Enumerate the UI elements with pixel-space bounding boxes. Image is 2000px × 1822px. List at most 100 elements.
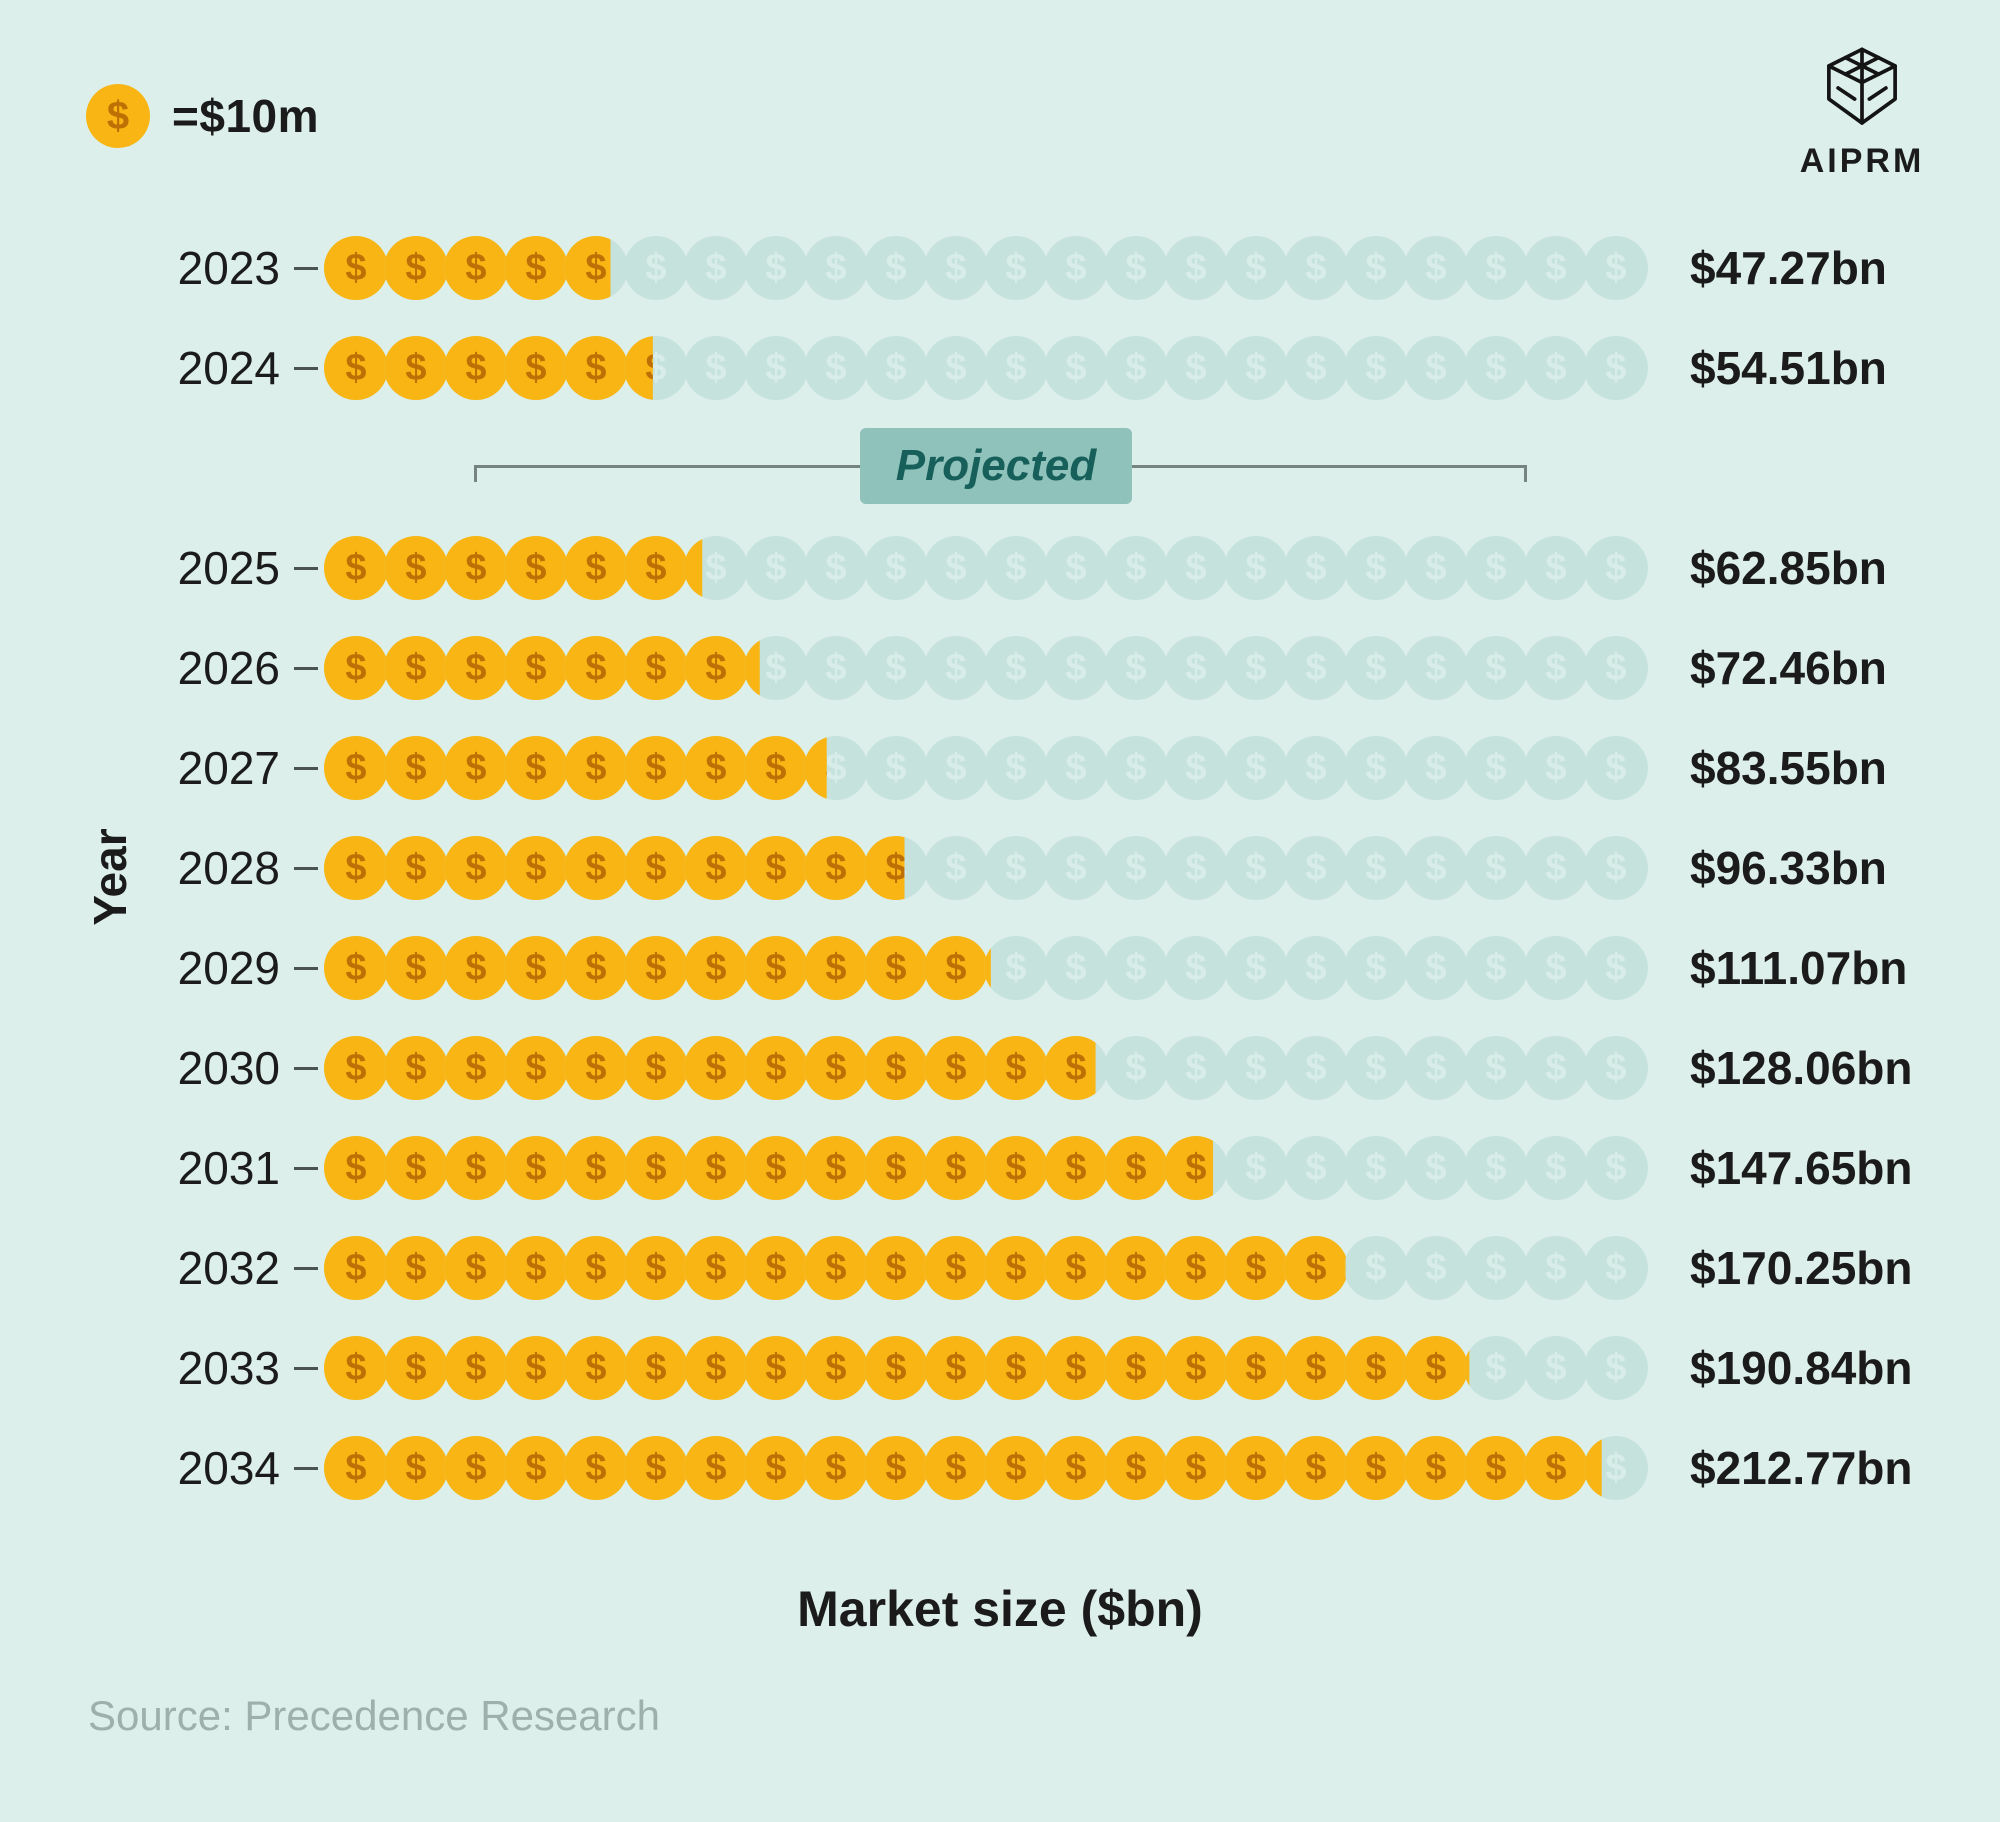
coin-icon: $$ bbox=[384, 636, 448, 700]
coin-icon: $$ bbox=[324, 1236, 388, 1300]
coin-icon-faded: $ bbox=[1524, 236, 1588, 300]
axis-tick bbox=[294, 1366, 318, 1370]
coin-icon: $$ bbox=[1344, 1336, 1408, 1400]
coin-icon-faded: $ bbox=[1464, 1236, 1528, 1300]
coin-icon: $$ bbox=[384, 1336, 448, 1400]
coin-icon-faded: $ bbox=[1584, 1236, 1648, 1300]
coin-icon: $$ bbox=[864, 836, 928, 900]
coin-icon: $$ bbox=[624, 336, 688, 400]
coin-icon: $$ bbox=[684, 1436, 748, 1500]
value-label: $83.55bn bbox=[1690, 742, 1887, 794]
coin-icon: $$ bbox=[1104, 1136, 1168, 1200]
coin-icon-faded: $ bbox=[1104, 236, 1168, 300]
coin-icon-faded: $ bbox=[1524, 736, 1588, 800]
axis-tick bbox=[294, 866, 318, 870]
coin-icon-faded: $ bbox=[984, 536, 1048, 600]
value-label: $170.25bn bbox=[1690, 1242, 1913, 1294]
coin-icon-faded: $ bbox=[1584, 736, 1648, 800]
coin-icon-faded: $ bbox=[1104, 536, 1168, 600]
coin-row: $$$$$$$$$$$$$$$$$$$$$$$$$$$$$$$$$$$$$ bbox=[324, 1136, 1648, 1200]
coin-icon: $$ bbox=[924, 936, 988, 1000]
coin-icon: $$ bbox=[624, 1236, 688, 1300]
coin-icon: $$ bbox=[1224, 1336, 1288, 1400]
coin-icon-faded: $ bbox=[1104, 636, 1168, 700]
coin-icon-faded: $ bbox=[1404, 1236, 1468, 1300]
coin-icon-faded: $ bbox=[1344, 236, 1408, 300]
coin-icon-faded: $ bbox=[744, 536, 808, 600]
coin-icon-faded: $ bbox=[1404, 636, 1468, 700]
coin-icon: $$ bbox=[684, 836, 748, 900]
coin-icon: $$ bbox=[744, 736, 808, 800]
coin-row: $$$$$$$$$$$$$$$$$$$$$$$$$$$$$$$ bbox=[324, 736, 1648, 800]
coin-icon-faded: $ bbox=[924, 536, 988, 600]
year-label: 2023 bbox=[177, 242, 280, 294]
coin-icon: $$ bbox=[684, 1336, 748, 1400]
rows-projected: 2025$$$$$$$$$$$$$$$$$$$$$$$$$$$$$$62.85b… bbox=[0, 518, 2000, 1518]
coin-icon: $$ bbox=[864, 1336, 928, 1400]
coin-icon: $$ bbox=[504, 736, 568, 800]
coin-icon-faded: $ bbox=[1164, 736, 1228, 800]
coin-icon-faded: $ bbox=[744, 236, 808, 300]
coin-icon-faded: $ bbox=[1464, 1036, 1528, 1100]
coin-icon-faded: $ bbox=[924, 636, 988, 700]
coin-icon: $$ bbox=[564, 1036, 628, 1100]
coin-icon-faded: $ bbox=[1344, 1136, 1408, 1200]
coin-icon-faded: $ bbox=[1104, 836, 1168, 900]
coin-icon-faded: $ bbox=[1404, 736, 1468, 800]
axis-tick bbox=[294, 566, 318, 570]
coin-icon: $$ bbox=[444, 236, 508, 300]
coin-icon-faded: $ bbox=[1164, 236, 1228, 300]
brand-name: AIPRM bbox=[1799, 142, 1925, 180]
coin-icon: $$ bbox=[384, 1136, 448, 1200]
coin-icon-faded: $ bbox=[1584, 236, 1648, 300]
coin-icon-faded: $ bbox=[864, 636, 928, 700]
coin-icon: $$ bbox=[684, 636, 748, 700]
coin-icon-faded: $ bbox=[984, 236, 1048, 300]
coin-icon-faded: $ bbox=[864, 736, 928, 800]
coin-icon-faded: $ bbox=[804, 336, 868, 400]
coin-icon: $$ bbox=[504, 336, 568, 400]
coin-row: $$$$$$$$$$$$$$$$$$$$$$$$$$$$$$$$$$$ bbox=[324, 1036, 1648, 1100]
coin-icon: $$ bbox=[744, 1336, 808, 1400]
coin-icon: $$ bbox=[444, 736, 508, 800]
coin-icon-faded: $ bbox=[1524, 936, 1588, 1000]
coin-icon: $$ bbox=[804, 1136, 868, 1200]
coin-icon-faded: $ bbox=[924, 336, 988, 400]
coin-icon: $$ bbox=[864, 1136, 928, 1200]
chart-row: 2027$$$$$$$$$$$$$$$$$$$$$$$$$$$$$$$$83.5… bbox=[0, 718, 2000, 818]
coin-row: $$$$$$$$$$$$$$$$$$$$$$$$$$$$$ bbox=[324, 536, 1648, 600]
coin-icon-faded: $ bbox=[864, 336, 928, 400]
coin-icon: $$ bbox=[804, 1436, 868, 1500]
coin-icon: $$ bbox=[444, 936, 508, 1000]
year-label: 2025 bbox=[177, 542, 280, 594]
coin-icon-faded: $ bbox=[1404, 1036, 1468, 1100]
coin-icon: $$ bbox=[384, 336, 448, 400]
coin-icon-faded: $ bbox=[1464, 936, 1528, 1000]
coin-icon: $$ bbox=[1164, 1336, 1228, 1400]
coin-icon: $$ bbox=[564, 836, 628, 900]
legend: $ =$10m bbox=[86, 84, 319, 148]
axis-tick bbox=[294, 1466, 318, 1470]
coin-icon: $$ bbox=[864, 1236, 928, 1300]
coin-icon-faded: $ bbox=[1464, 536, 1528, 600]
coin-icon: $$ bbox=[564, 736, 628, 800]
year-label: 2028 bbox=[177, 842, 280, 894]
coin-icon-faded: $ bbox=[1284, 336, 1348, 400]
coin-icon-faded: $ bbox=[1224, 736, 1288, 800]
coin-icon-faded: $ bbox=[1284, 836, 1348, 900]
axis-tick bbox=[294, 1066, 318, 1070]
coin-icon: $$ bbox=[624, 736, 688, 800]
coin-icon: $$ bbox=[324, 1136, 388, 1200]
coin-icon: $$ bbox=[1164, 1436, 1228, 1500]
coin-icon: $$ bbox=[1464, 1336, 1528, 1400]
coin-icon: $$ bbox=[1344, 1436, 1408, 1500]
coin-icon-faded: $ bbox=[1224, 836, 1288, 900]
coin-icon-faded: $ bbox=[1044, 536, 1108, 600]
projected-label: Projected bbox=[895, 441, 1097, 490]
coin-icon: $$ bbox=[444, 1236, 508, 1300]
coin-icon: $$ bbox=[624, 936, 688, 1000]
coin-icon: $$ bbox=[924, 1136, 988, 1200]
coin-icon: $$ bbox=[504, 1236, 568, 1300]
coin-icon: $$ bbox=[564, 1436, 628, 1500]
coin-icon-faded: $ bbox=[1104, 336, 1168, 400]
